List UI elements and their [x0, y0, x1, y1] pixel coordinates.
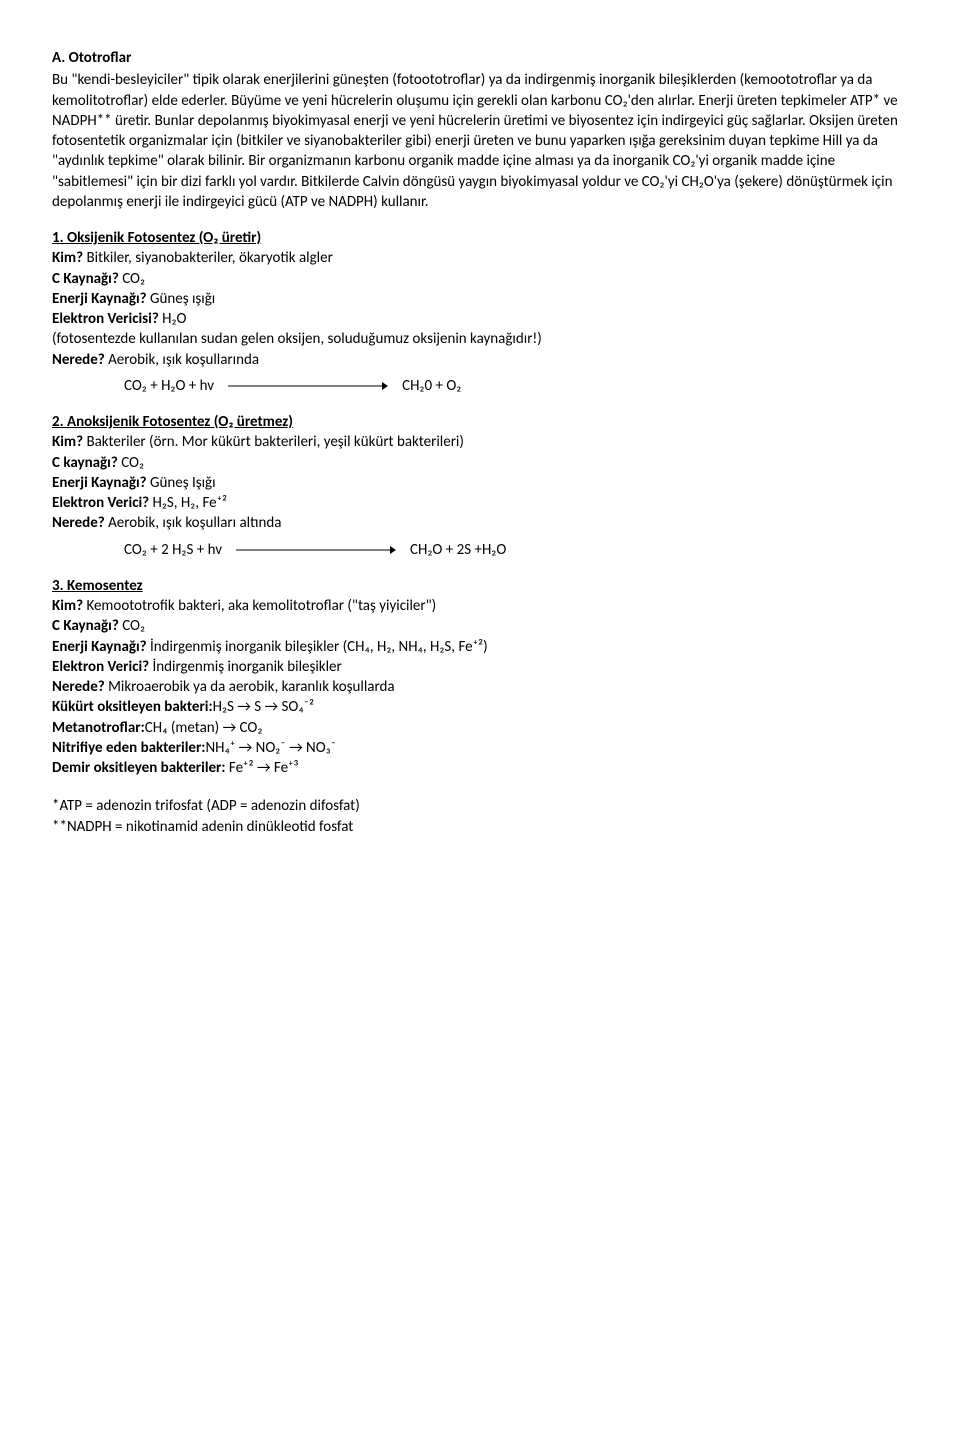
- s2-ev-value: H₂S, H₂, Fe⁺²: [149, 494, 227, 512]
- arrow-icon: [236, 545, 396, 555]
- s2-eq-right: CH₂O + 2S +H₂O: [410, 540, 506, 560]
- s2-nerede-value: Aerobik, ışık koşulları altında: [105, 514, 282, 532]
- s2-ek-value: Güneş Işığı: [147, 474, 216, 492]
- s3-l1-label: Kükürt oksitleyen bakteri:: [52, 698, 213, 716]
- s3-ev-label: Elektron Verici?: [52, 658, 149, 676]
- s3-kim-value: Kemoototrofik bakteri, aka kemolitotrofl…: [83, 597, 436, 615]
- s3-ck-label: C Kaynağı?: [52, 617, 119, 635]
- s1-eq-left: CO₂ + H₂O + hv: [124, 376, 214, 396]
- s2-kim-label: Kim?: [52, 433, 83, 451]
- s2-eq-left: CO₂ + 2 H₂S + hv: [124, 540, 222, 560]
- s3-nerede-value: Mikroaerobik ya da aerobik, karanlık koş…: [105, 678, 395, 696]
- s1-nerede-label: Nerede?: [52, 351, 105, 369]
- s3-nerede-label: Nerede?: [52, 678, 105, 696]
- s1-nerede-value: Aerobik, ışık koşullarında: [105, 351, 259, 369]
- footnote-atp: *ATP = adenozin trifosfat (ADP = adenozi…: [52, 796, 908, 816]
- s2-ck-value: CO₂: [118, 454, 144, 472]
- arrow-icon: [228, 381, 388, 391]
- s3-l1-value: H₂S → S → SO₄⁻²: [213, 698, 315, 716]
- section-2-title: 2. Anoksijenik Fotosentez (O₂ üretmez): [52, 413, 293, 431]
- s3-kim-label: Kim?: [52, 597, 83, 615]
- s2-nerede-label: Nerede?: [52, 514, 105, 532]
- s3-ck-value: CO₂: [119, 617, 145, 635]
- s3-l2-label: Metanotroflar:: [52, 719, 145, 737]
- s2-ev-label: Elektron Verici?: [52, 494, 149, 512]
- s3-ek-value: İndirgenmiş inorganik bileşikler (CH₄, H…: [147, 638, 488, 656]
- s3-l4-label: Demir oksitleyen bakteriler:: [52, 759, 226, 777]
- section-a-heading: A. Ototroflar: [52, 48, 908, 68]
- s2-ek-label: Enerji Kaynağı?: [52, 474, 147, 492]
- footnotes: *ATP = adenozin trifosfat (ADP = adenozi…: [52, 796, 908, 837]
- section-2: 2. Anoksijenik Fotosentez (O₂ üretmez) K…: [52, 412, 908, 560]
- intro-paragraph: Bu "kendi-besleyiciler" tipik olarak ene…: [52, 70, 908, 212]
- s1-equation: CO₂ + H₂O + hv CH₂0 + O₂: [124, 376, 908, 396]
- s3-ek-label: Enerji Kaynağı?: [52, 638, 147, 656]
- s1-kim-label: Kim?: [52, 249, 83, 267]
- s1-ek-value: Güneş ışığı: [147, 290, 216, 308]
- s1-ev-label: Elektron Vericisi?: [52, 310, 159, 328]
- s2-kim-value: Bakteriler (örn. Mor kükürt bakterileri,…: [83, 433, 464, 451]
- s3-l4-value: Fe⁺² → Fe⁺³: [226, 759, 299, 777]
- s1-ek-label: Enerji Kaynağı?: [52, 290, 147, 308]
- s1-note: (fotosentezde kullanılan sudan gelen oks…: [52, 329, 908, 349]
- s1-eq-right: CH₂0 + O₂: [402, 376, 461, 396]
- s3-ev-value: İndirgenmiş inorganik bileşikler: [149, 658, 342, 676]
- section-1-title: 1. Oksijenik Fotosentez (O₂ üretir): [52, 229, 261, 247]
- s1-ev-value: H₂O: [159, 310, 187, 328]
- s3-l3-value: NH₄⁺ → NO₂⁻ → NO₃⁻: [205, 739, 336, 757]
- s3-l2-value: CH₄ (metan) → CO₂: [145, 719, 263, 737]
- s1-ck-value: CO₂: [119, 270, 145, 288]
- s3-l3-label: Nitrifiye eden bakteriler:: [52, 739, 205, 757]
- footnote-nadph: **NADPH = nikotinamid adenin dinükleotid…: [52, 817, 908, 837]
- section-3: 3. Kemosentez Kim? Kemoototrofik bakteri…: [52, 576, 908, 779]
- s2-ck-label: C kaynağı?: [52, 454, 118, 472]
- s2-equation: CO₂ + 2 H₂S + hv CH₂O + 2S +H₂O: [124, 540, 908, 560]
- section-1: 1. Oksijenik Fotosentez (O₂ üretir) Kim?…: [52, 228, 908, 396]
- section-3-title: 3. Kemosentez: [52, 577, 143, 595]
- s1-kim-value: Bitkiler, siyanobakteriler, ökaryotik al…: [83, 249, 333, 267]
- s1-ck-label: C Kaynağı?: [52, 270, 119, 288]
